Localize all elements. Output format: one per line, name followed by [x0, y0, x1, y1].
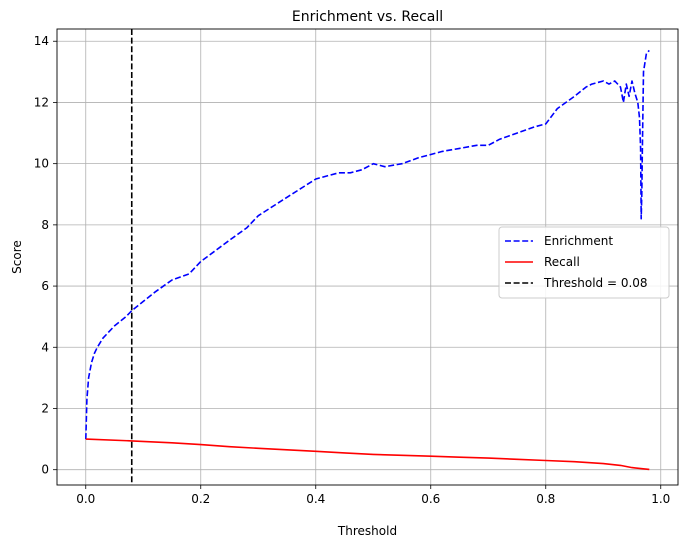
x-axis-label: Threshold [337, 524, 397, 538]
x-tick-label: 0.4 [306, 492, 325, 506]
y-tick-label: 14 [34, 34, 49, 48]
legend: Enrichment Recall Threshold = 0.08 [498, 226, 670, 299]
x-tick-label: 1.0 [651, 492, 670, 506]
y-tick-label: 8 [41, 218, 49, 232]
y-axis-label: Score [10, 240, 24, 274]
plot-frame [56, 28, 679, 486]
y-tick-label: 12 [34, 95, 49, 109]
y-tick-label: 0 [41, 463, 49, 477]
ticks: 0.0 0.2 0.4 0.6 0.8 1.0 0 2 4 6 8 10 12 14 [34, 34, 671, 506]
x-tick-label: 0.6 [421, 492, 440, 506]
legend-label: Recall [544, 255, 580, 269]
y-tick-label: 2 [41, 401, 49, 415]
x-tick-label: 0.8 [536, 492, 555, 506]
enrichment-line [85, 49, 650, 440]
chart-title: Enrichment vs. Recall [292, 9, 443, 25]
legend-label: Enrichment [544, 234, 613, 248]
x-tick-label: 0.0 [76, 492, 95, 506]
x-tick-label: 0.2 [191, 492, 210, 506]
recall-line [85, 438, 650, 471]
y-tick-label: 6 [41, 279, 49, 293]
legend-box [498, 226, 670, 299]
plot-lines [85, 29, 650, 485]
y-tick-label: 10 [34, 157, 49, 171]
y-tick-label: 4 [41, 340, 49, 354]
legend-label: Threshold = 0.08 [543, 276, 648, 290]
